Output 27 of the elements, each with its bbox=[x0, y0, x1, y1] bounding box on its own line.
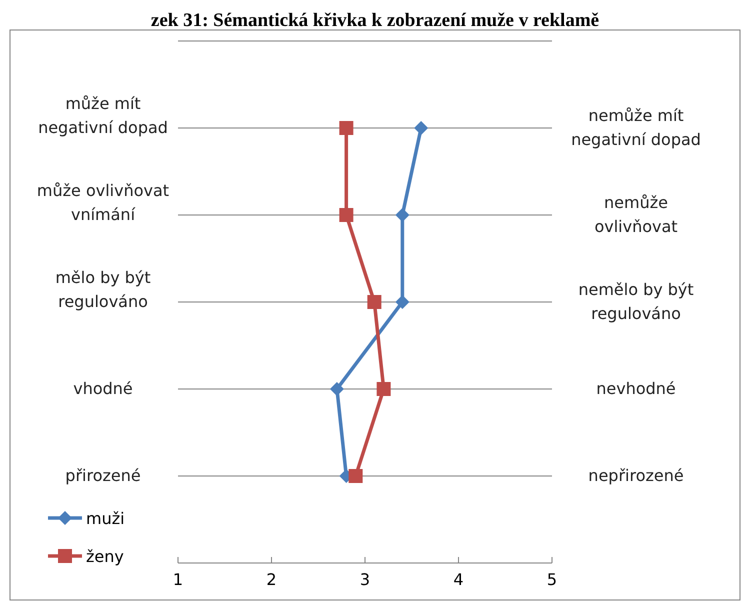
text: zek 31: Sémantická křivka k zobrazení muže v reklamě bbox=[150, 10, 600, 31]
x-tick-label: 5 bbox=[546, 570, 558, 589]
y-tick-label: může ovlivňovat vnímání bbox=[36, 181, 170, 224]
x-tick-label: 1 bbox=[172, 570, 184, 589]
y2-tick-label: nemůže mít negativní dopad bbox=[571, 106, 701, 149]
point bbox=[330, 382, 344, 396]
legend-label: ženy bbox=[86, 547, 124, 566]
point bbox=[339, 208, 354, 222]
y-tick-label: přirozené bbox=[65, 466, 141, 485]
point bbox=[414, 121, 428, 135]
y2-tick-label: nemůže ovlivňovat bbox=[594, 193, 678, 236]
y-tick-label: mělo by být regulováno bbox=[55, 268, 151, 311]
point bbox=[367, 295, 382, 309]
point bbox=[395, 208, 410, 222]
x-tick-label: 3 bbox=[360, 570, 370, 589]
x-tick-label: 2 bbox=[266, 570, 277, 589]
x-tick-label: 4 bbox=[453, 570, 464, 589]
y2-tick-label: nepřirozené bbox=[588, 466, 684, 485]
y2-tick-label: nevhodné bbox=[596, 379, 676, 398]
y-tick-label: vhodné bbox=[73, 379, 133, 398]
point bbox=[339, 121, 354, 135]
point bbox=[376, 382, 391, 396]
y2-tick-label: nemělo by být regulováno bbox=[578, 280, 694, 323]
legend-label: muži bbox=[86, 509, 125, 528]
point bbox=[348, 469, 363, 483]
point bbox=[395, 295, 410, 309]
y-tick-label: může mít negativní dopad bbox=[38, 94, 168, 137]
